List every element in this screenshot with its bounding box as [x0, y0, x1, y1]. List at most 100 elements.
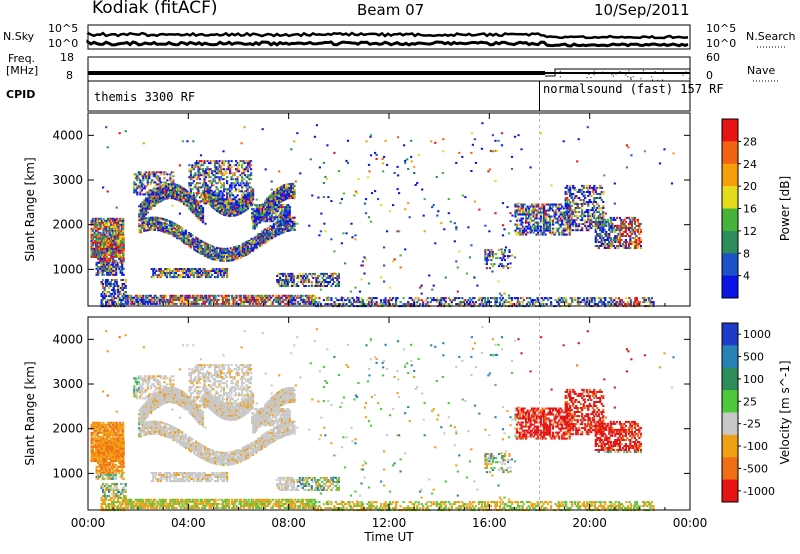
echo-cell: [291, 300, 294, 303]
echo-cell: [279, 197, 283, 200]
echo-cell: [215, 256, 218, 259]
echo-cell: [201, 172, 205, 175]
echo-cell: [95, 271, 98, 274]
echo-cell: [119, 265, 122, 268]
echo-cell: [259, 242, 262, 244]
echo-cell: [179, 185, 182, 188]
echo-cell: [482, 303, 485, 306]
echo-cell: [112, 295, 115, 298]
echo-cell: [97, 247, 100, 250]
echo-cell: [176, 298, 179, 301]
echo-cell: [121, 287, 124, 289]
echo-cell: [279, 302, 282, 305]
echo-cell: [239, 182, 242, 185]
echo-cell: [273, 208, 276, 211]
echo-cell: [114, 289, 117, 291]
echo-cell: [189, 192, 192, 195]
echo-cell: [282, 275, 285, 277]
echo-cell: [293, 185, 296, 188]
echo-cell: [116, 223, 119, 226]
echo-cell: [210, 191, 213, 194]
echo-cell: [283, 272, 286, 275]
echo-cell: [222, 272, 226, 274]
echo-cell: [140, 296, 143, 299]
echo-cell: [162, 196, 165, 199]
echo-cell: [99, 219, 102, 222]
echo-cell: [172, 300, 175, 303]
echo-cell: [198, 248, 201, 250]
nave-dot: [624, 73, 626, 75]
echo-cell: [281, 227, 284, 230]
echo-cell: [279, 277, 282, 279]
echo-cell: [272, 198, 276, 201]
echo-cell: [122, 261, 125, 264]
echo-cell: [161, 272, 164, 274]
echo-cell: [98, 225, 101, 228]
echo-cell: [108, 301, 111, 304]
echo-cell: [108, 285, 111, 287]
echo-cell: [250, 194, 253, 197]
echo-cell: [217, 195, 220, 198]
echo-cell: [219, 212, 222, 215]
echo-cell: [264, 238, 267, 241]
echo-cell: [150, 218, 153, 221]
echo-cell: [293, 226, 296, 229]
echo-cell: [112, 265, 115, 268]
echo-cell: [243, 300, 246, 303]
echo-cell: [109, 285, 112, 287]
echo-cell: [113, 229, 116, 232]
echo-cell: [200, 194, 203, 197]
echo-cell: [117, 225, 120, 228]
echo-cell: [121, 303, 124, 306]
echo-cell: [260, 216, 263, 219]
echo-cell: [288, 183, 291, 185]
echo-cell: [197, 186, 200, 189]
echo-cell: [162, 270, 165, 272]
echo-cell: [301, 300, 304, 303]
echo-cell: [118, 303, 121, 306]
echo-cell: [267, 210, 270, 213]
echo-cell: [167, 189, 170, 191]
echo-cell: [153, 203, 156, 206]
echo-cell: [277, 300, 280, 303]
echo-cell: [217, 207, 220, 209]
echo-cell: [119, 219, 122, 222]
echo-cell: [139, 191, 142, 194]
echo-cell: [389, 303, 392, 306]
echo-cell: [277, 233, 281, 236]
echo-cell: [221, 204, 224, 207]
echo-cell: [143, 219, 146, 222]
echo-cell: [297, 277, 300, 279]
echo-cell: [120, 227, 123, 230]
echo-cell: [271, 194, 274, 197]
echo-cell: [136, 191, 139, 194]
echo-cell: [278, 190, 281, 193]
echo-cell: [161, 185, 164, 188]
nsearch-trace: [86, 39, 689, 48]
echo-cell: [175, 296, 178, 299]
echo-cell: [231, 248, 234, 251]
echo-cell: [284, 226, 287, 229]
echo-cell: [180, 276, 183, 279]
cpid-segment-2: normalsound (fast) 157 RF: [543, 82, 724, 96]
echo-cell: [197, 274, 200, 277]
echo-cell: [248, 202, 251, 205]
echo-cell: [169, 294, 172, 297]
echo-cell: [105, 301, 108, 304]
echo-cell: [212, 256, 215, 259]
echo-cell: [266, 208, 269, 211]
echo-cell: [241, 186, 244, 189]
echo-cell: [136, 302, 139, 305]
echo-cell: [306, 300, 309, 303]
echo-cell: [370, 299, 374, 302]
echo-cell: [100, 237, 103, 240]
echo-cell: [245, 202, 248, 205]
echo-cell: [122, 235, 125, 238]
echo-cell: [107, 217, 110, 220]
echo-cell: [307, 294, 310, 297]
echo-cell: [222, 199, 225, 202]
echo-cell: [244, 168, 247, 171]
echo-cell: [105, 233, 108, 236]
echo-cell: [112, 291, 115, 293]
nave-dot: [627, 76, 629, 78]
